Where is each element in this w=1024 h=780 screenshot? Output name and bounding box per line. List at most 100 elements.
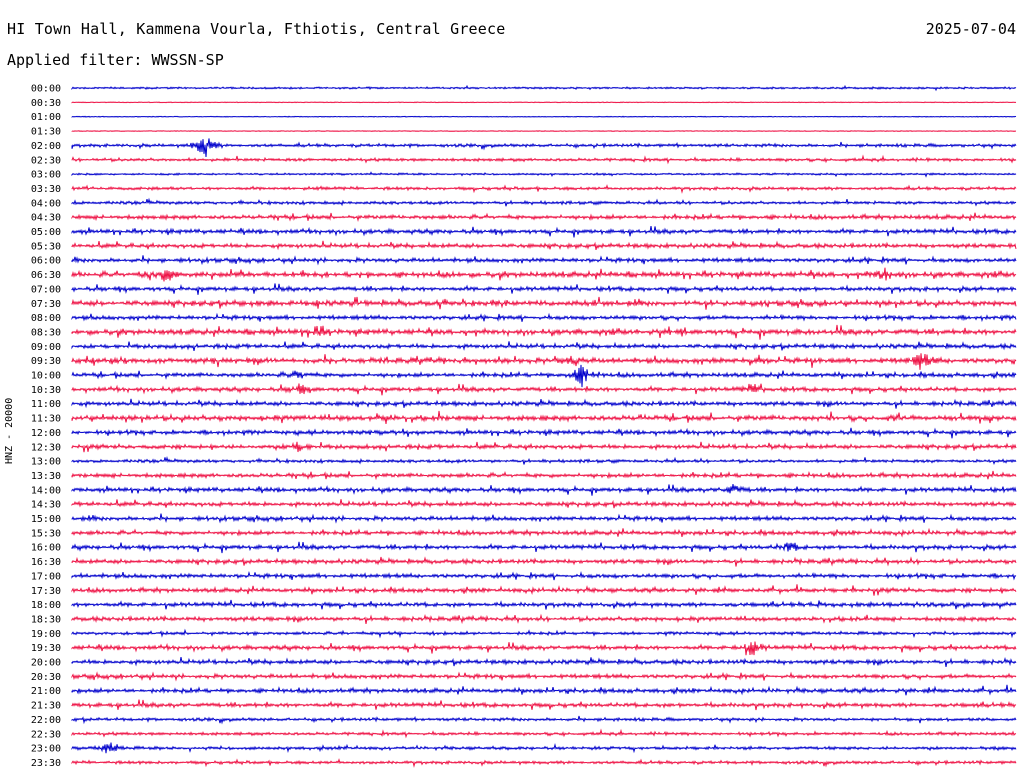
record-date: 2025-07-04 [925, 20, 1016, 38]
row-time-label: 08:30 [31, 327, 61, 338]
row-time-label: 00:30 [31, 98, 61, 109]
trace-line [71, 513, 1017, 524]
row-time-label: 17:00 [31, 571, 61, 582]
trace-line [71, 101, 1017, 104]
trace-line [71, 556, 1017, 567]
row-time-label: 01:00 [31, 112, 61, 123]
row-time-label: 15:30 [31, 528, 61, 539]
row-time-label: 04:30 [31, 213, 61, 224]
trace-line [71, 671, 1017, 682]
trace-line [71, 584, 1017, 596]
trace-line [71, 541, 1017, 554]
trace-line [71, 641, 1017, 656]
trace-line [71, 383, 1017, 396]
trace-line [71, 212, 1017, 222]
trace-line [71, 240, 1017, 251]
row-time-label: 07:30 [31, 299, 61, 310]
row-time-label: 22:30 [31, 729, 61, 740]
trace-line [71, 427, 1017, 439]
trace-line [71, 455, 1017, 465]
row-time-label: 01:30 [31, 127, 61, 138]
row-time-label: 06:30 [31, 270, 61, 281]
trace-line [71, 527, 1017, 538]
trace-line [71, 130, 1017, 133]
row-time-label: 22:00 [31, 715, 61, 726]
filter-label: Applied filter: WWSSN-SP [7, 51, 224, 69]
trace-line [71, 255, 1017, 266]
row-time-label: 18:00 [31, 600, 61, 611]
row-time-label: 07:00 [31, 284, 61, 295]
row-time-label: 05:00 [31, 227, 61, 238]
row-time-label: 23:30 [31, 758, 61, 769]
row-time-label: 02:00 [31, 141, 61, 152]
trace-line [71, 571, 1017, 581]
row-time-label: 19:30 [31, 643, 61, 654]
trace-line [71, 728, 1017, 739]
row-time-label: 03:30 [31, 184, 61, 195]
row-time-label: 15:00 [31, 514, 61, 525]
trace-line [71, 154, 1017, 165]
trace-line [71, 283, 1017, 295]
trace-line [71, 410, 1017, 424]
trace-line [71, 470, 1017, 481]
row-time-label: 09:30 [31, 356, 61, 367]
trace-line [71, 171, 1017, 178]
row-time-label: 18:30 [31, 614, 61, 625]
trace-line [71, 84, 1017, 92]
row-time-label: 14:00 [31, 485, 61, 496]
trace-line [71, 498, 1017, 509]
trace-line [71, 599, 1017, 610]
row-time-label: 02:30 [31, 155, 61, 166]
trace-line [71, 684, 1017, 696]
row-time-label: 21:00 [31, 686, 61, 697]
row-time-label: 04:00 [31, 198, 61, 209]
row-time-label: 06:00 [31, 256, 61, 267]
row-time-label: 19:00 [31, 629, 61, 640]
row-time-label: 03:00 [31, 170, 61, 181]
row-time-label: 16:00 [31, 543, 61, 554]
row-time-label: 10:30 [31, 385, 61, 396]
row-time-label: 20:00 [31, 658, 61, 669]
trace-line [71, 353, 1017, 370]
trace-line [71, 699, 1017, 711]
station-title: HI Town Hall, Kammena Vourla, Fthiotis, … [7, 20, 506, 38]
trace-line [71, 398, 1017, 409]
trace-line [71, 184, 1017, 194]
trace-line [71, 115, 1017, 118]
trace-line [71, 267, 1017, 282]
trace-line [71, 197, 1017, 207]
trace-line [71, 613, 1017, 625]
row-time-label: 14:30 [31, 500, 61, 511]
trace-line [71, 226, 1017, 238]
row-time-label: 17:30 [31, 586, 61, 597]
trace-line [71, 138, 1017, 158]
row-time-label: 13:00 [31, 457, 61, 468]
row-time-label: 13:30 [31, 471, 61, 482]
row-time-label: 08:00 [31, 313, 61, 324]
row-time-label: 23:00 [31, 744, 61, 755]
row-time-label: 10:00 [31, 371, 61, 382]
row-time-label: 16:30 [31, 557, 61, 568]
trace-line [71, 758, 1017, 768]
trace-line [71, 656, 1017, 667]
row-time-label: 09:00 [31, 342, 61, 353]
trace-line [71, 715, 1017, 725]
trace-line [71, 341, 1017, 352]
row-time-label: 21:30 [31, 701, 61, 712]
trace-line [71, 324, 1017, 340]
row-time-label: 20:30 [31, 672, 61, 683]
trace-line [71, 742, 1017, 754]
row-time-label: 11:00 [31, 399, 61, 410]
row-time-label: 11:30 [31, 414, 61, 425]
trace-line [71, 441, 1017, 453]
trace-line [71, 364, 1017, 388]
trace-line [71, 296, 1017, 310]
trace-line [71, 312, 1017, 323]
row-time-label: 12:00 [31, 428, 61, 439]
trace-line [71, 484, 1017, 496]
row-time-label: 00:00 [31, 84, 61, 95]
row-time-label: 12:30 [31, 442, 61, 453]
row-time-label: 05:30 [31, 241, 61, 252]
trace-line [71, 628, 1017, 639]
